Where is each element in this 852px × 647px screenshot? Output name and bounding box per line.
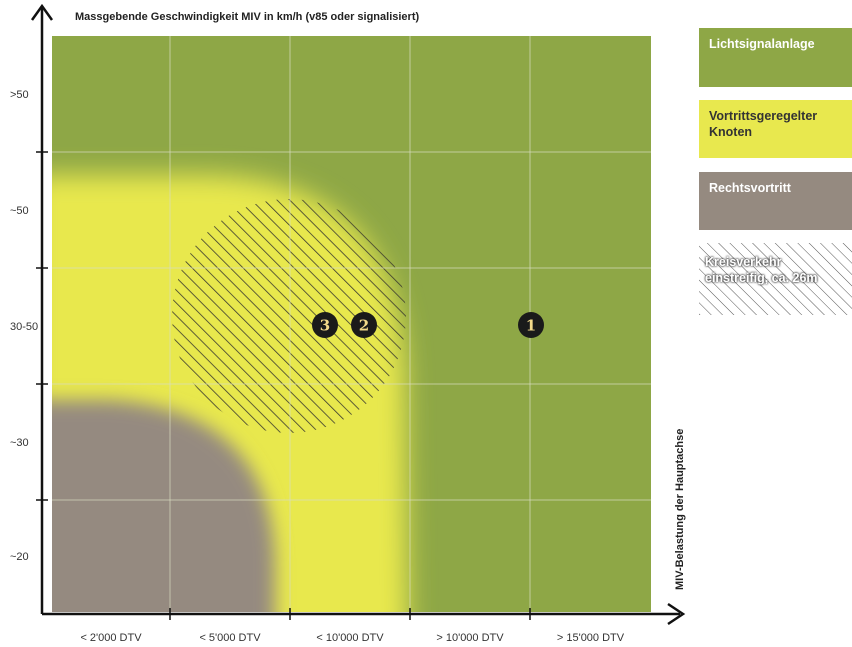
x-axis-arrow-icon (667, 602, 686, 626)
marker-2-label: 2 (359, 317, 369, 335)
y-tick-label: 30-50 (10, 321, 38, 333)
y-tick-label: ~50 (10, 205, 29, 217)
legend-item-rechtsvortritt: Rechtsvortritt (699, 172, 852, 230)
y-axis-arrow-icon (30, 3, 54, 21)
plot-area (52, 36, 651, 612)
zone-kreisverkehr (172, 199, 406, 433)
x-axis-label: MIV-Belastung der Hauptachse (674, 429, 686, 590)
marker-3: 3 (312, 312, 338, 338)
legend-item-lichtsignalanlage: Lichtsignalanlage (699, 28, 852, 87)
legend-swatch-kreisverkehr (699, 243, 852, 315)
x-tick-label: < 2'000 DTV (80, 632, 142, 644)
zone-rechtsvortritt (52, 400, 275, 612)
grid (52, 36, 651, 612)
legend-label-lichtsignalanlage: Lichtsignalanlage (709, 37, 815, 51)
x-tick-labels: < 2'000 DTV < 5'000 DTV < 10'000 DTV > 10'0… (80, 632, 624, 644)
x-tick-label: < 5'000 DTV (199, 632, 261, 644)
legend-item-vortritt: Vortrittsgeregelter Knoten (699, 100, 852, 158)
y-tick-label: ~20 (10, 551, 29, 563)
y-tick-labels: >50 ~50 30-50 ~30 ~20 (10, 89, 38, 563)
x-tick-label: > 10'000 DTV (436, 632, 504, 644)
marker-2: 2 (351, 312, 377, 338)
legend-label-vortritt: Vortrittsgeregelter Knoten (709, 109, 818, 139)
x-tick-label: < 10'000 DTV (316, 632, 384, 644)
tick-marks (36, 151, 531, 620)
markers: 3 2 1 (312, 312, 544, 338)
marker-3-label: 3 (320, 317, 330, 335)
legend-label-kreisverkehr: Kreisverkehr einstreifig, ca. 26m (705, 255, 818, 285)
marker-1-label: 1 (526, 317, 536, 335)
chart-title: Massgebende Geschwindigkeit MIV in km/h … (75, 11, 419, 23)
marker-1: 1 (518, 312, 544, 338)
x-tick-label: > 15'000 DTV (557, 632, 625, 644)
legend-label-rechtsvortritt: Rechtsvortritt (709, 181, 791, 195)
y-tick-label: >50 (10, 89, 29, 101)
y-tick-label: ~30 (10, 437, 29, 449)
legend-item-kreisverkehr: Kreisverkehr einstreifig, ca. 26m (699, 248, 852, 306)
